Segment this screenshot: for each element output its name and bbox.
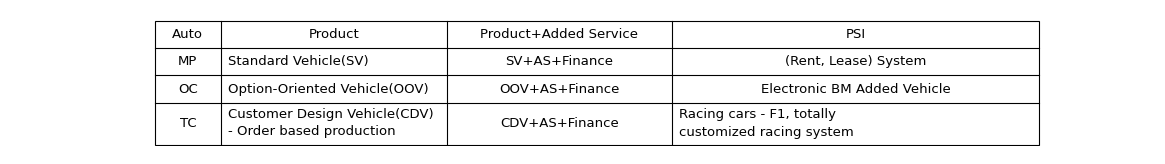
Text: Customer Design Vehicle(CDV): Customer Design Vehicle(CDV) <box>228 108 433 121</box>
Text: SV+AS+Finance: SV+AS+Finance <box>506 55 614 68</box>
Text: CDV+AS+Finance: CDV+AS+Finance <box>500 117 619 130</box>
Text: Product+Added Service: Product+Added Service <box>480 28 638 41</box>
Text: Racing cars - F1, totally: Racing cars - F1, totally <box>679 108 836 121</box>
Text: Standard Vehicle(SV): Standard Vehicle(SV) <box>228 55 369 68</box>
Text: Product: Product <box>309 28 359 41</box>
Text: Electronic BM Added Vehicle: Electronic BM Added Vehicle <box>761 82 951 95</box>
Text: - Order based production: - Order based production <box>228 125 396 138</box>
Text: TC: TC <box>179 117 196 130</box>
Text: (Rent, Lease) System: (Rent, Lease) System <box>785 55 926 68</box>
Text: customized racing system: customized racing system <box>679 126 854 139</box>
Text: OOV+AS+Finance: OOV+AS+Finance <box>500 82 620 95</box>
Text: PSI: PSI <box>846 28 866 41</box>
Text: Auto: Auto <box>172 28 204 41</box>
Text: Option-Oriented Vehicle(OOV): Option-Oriented Vehicle(OOV) <box>228 82 429 95</box>
Text: OC: OC <box>178 82 198 95</box>
Text: MP: MP <box>178 55 198 68</box>
